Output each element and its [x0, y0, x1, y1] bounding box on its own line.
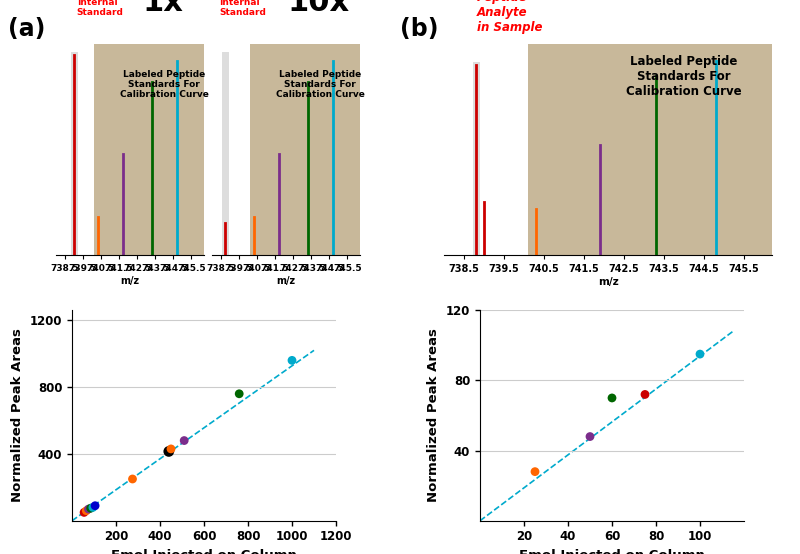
- Text: (a): (a): [8, 17, 46, 40]
- Point: [529, 467, 542, 476]
- Text: 10x: 10x: [287, 0, 350, 17]
- Point: [78, 508, 90, 517]
- X-axis label: m/z: m/z: [121, 276, 139, 286]
- Text: (b): (b): [400, 17, 438, 40]
- Point: [584, 432, 597, 441]
- Point: [126, 475, 139, 484]
- Text: Labeled
Peptide
Internal
Standard: Labeled Peptide Internal Standard: [77, 0, 123, 17]
- Bar: [528, 44, 772, 255]
- Text: Labeled Peptide
Standards For
Calibration Curve: Labeled Peptide Standards For Calibratio…: [276, 70, 365, 99]
- X-axis label: m/z: m/z: [598, 276, 618, 286]
- Text: Labeled Peptide
Standards For
Calibration Curve: Labeled Peptide Standards For Calibratio…: [626, 55, 742, 98]
- Point: [162, 447, 175, 456]
- Point: [86, 503, 99, 512]
- Point: [82, 505, 95, 514]
- Point: [286, 356, 298, 365]
- Bar: [94, 44, 204, 255]
- Point: [80, 506, 93, 515]
- Text: Labeled
Peptide
Analyte
in Sample: Labeled Peptide Analyte in Sample: [477, 0, 542, 34]
- Bar: [250, 44, 360, 255]
- Y-axis label: Normalized Peak Areas: Normalized Peak Areas: [11, 329, 24, 502]
- Point: [638, 390, 651, 399]
- Point: [233, 389, 246, 398]
- Y-axis label: Normalized Peak Areas: Normalized Peak Areas: [427, 329, 440, 502]
- Point: [606, 393, 618, 402]
- Point: [178, 436, 190, 445]
- Text: Labeled
Peptide
Internal
Standard: Labeled Peptide Internal Standard: [219, 0, 266, 17]
- Point: [694, 350, 706, 358]
- X-axis label: m/z: m/z: [277, 276, 295, 286]
- X-axis label: Fmol Injected on Column: Fmol Injected on Column: [519, 549, 705, 554]
- Point: [165, 444, 178, 453]
- Point: [84, 504, 97, 512]
- Text: Labeled Peptide
Standards For
Calibration Curve: Labeled Peptide Standards For Calibratio…: [120, 70, 209, 99]
- X-axis label: Fmol Injected on Column: Fmol Injected on Column: [111, 549, 297, 554]
- Point: [89, 501, 102, 510]
- Text: 1x: 1x: [142, 0, 183, 17]
